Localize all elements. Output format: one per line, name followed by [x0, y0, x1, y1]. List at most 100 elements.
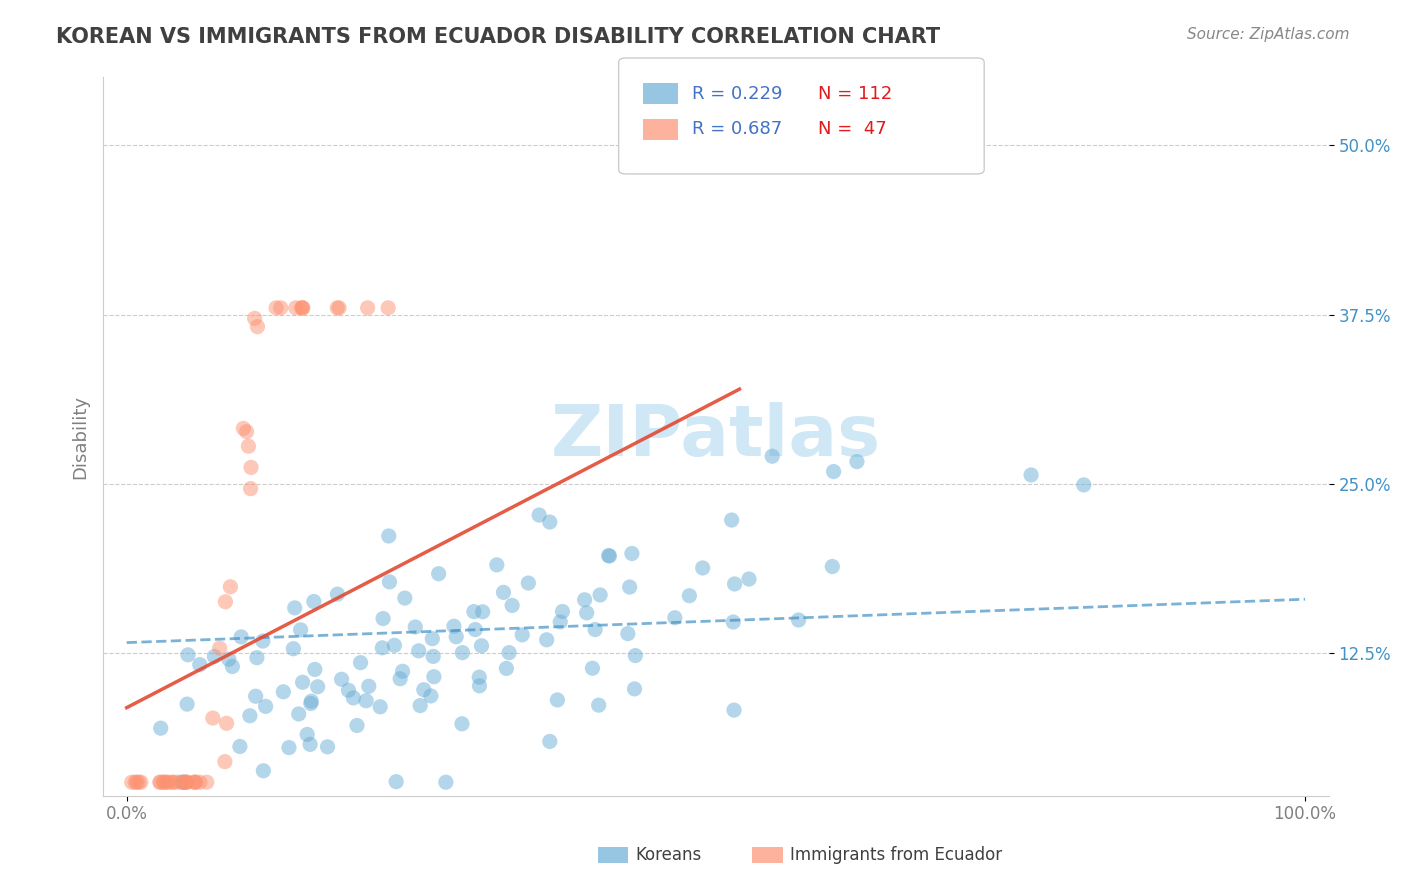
Immigrants from Ecuador — [201, 711, 224, 725]
Koreans — [172, 775, 194, 789]
Koreans — [252, 634, 274, 648]
Koreans — [378, 574, 401, 589]
Koreans — [692, 561, 714, 575]
Immigrants from Ecuador — [239, 482, 262, 496]
Koreans — [307, 680, 329, 694]
Koreans — [620, 547, 643, 561]
Immigrants from Ecuador — [183, 775, 205, 789]
Koreans — [495, 661, 517, 675]
Koreans — [177, 648, 200, 662]
Immigrants from Ecuador — [188, 775, 211, 789]
Koreans — [349, 656, 371, 670]
Immigrants from Ecuador — [128, 775, 150, 789]
Koreans — [720, 513, 742, 527]
Koreans — [291, 675, 314, 690]
Koreans — [412, 682, 434, 697]
Immigrants from Ecuador — [176, 775, 198, 789]
Koreans — [326, 587, 349, 601]
Koreans — [419, 689, 441, 703]
Koreans — [394, 591, 416, 605]
Text: Koreans: Koreans — [636, 847, 702, 864]
Koreans — [420, 632, 443, 646]
Koreans — [546, 693, 568, 707]
Immigrants from Ecuador — [174, 775, 197, 789]
Koreans — [617, 626, 640, 640]
Koreans — [451, 646, 474, 660]
Koreans — [527, 508, 550, 522]
Koreans — [295, 727, 318, 741]
Koreans — [761, 449, 783, 463]
Koreans — [723, 703, 745, 717]
Koreans — [574, 592, 596, 607]
Immigrants from Ecuador — [174, 775, 197, 789]
Koreans — [583, 623, 606, 637]
Koreans — [664, 611, 686, 625]
Immigrants from Ecuador — [240, 460, 263, 475]
Koreans — [738, 572, 761, 586]
Koreans — [538, 734, 561, 748]
Immigrants from Ecuador — [214, 755, 236, 769]
Immigrants from Ecuador — [129, 775, 152, 789]
Koreans — [408, 644, 430, 658]
Immigrants from Ecuador — [155, 775, 177, 789]
Koreans — [239, 708, 262, 723]
Koreans — [283, 641, 305, 656]
Text: ZIPatlas: ZIPatlas — [551, 402, 882, 471]
Koreans — [337, 683, 360, 698]
Text: N =  47: N = 47 — [818, 120, 887, 138]
Text: N = 112: N = 112 — [818, 85, 893, 103]
Immigrants from Ecuador — [238, 439, 260, 453]
Koreans — [404, 620, 426, 634]
Koreans — [536, 632, 558, 647]
Koreans — [619, 580, 641, 594]
Koreans — [723, 577, 745, 591]
Koreans — [427, 566, 450, 581]
Immigrants from Ecuador — [157, 775, 180, 789]
Immigrants from Ecuador — [326, 301, 349, 315]
Immigrants from Ecuador — [183, 775, 205, 789]
Text: R = 0.229: R = 0.229 — [692, 85, 782, 103]
Koreans — [845, 454, 868, 468]
Koreans — [423, 670, 446, 684]
Immigrants from Ecuador — [215, 716, 238, 731]
Koreans — [624, 648, 647, 663]
Koreans — [385, 774, 408, 789]
Y-axis label: Disability: Disability — [72, 394, 89, 479]
Koreans — [284, 600, 307, 615]
Koreans — [245, 690, 267, 704]
Koreans — [821, 559, 844, 574]
Immigrants from Ecuador — [162, 775, 184, 789]
Koreans — [254, 699, 277, 714]
Immigrants from Ecuador — [149, 775, 172, 789]
Immigrants from Ecuador — [124, 775, 146, 789]
Koreans — [471, 605, 494, 619]
Koreans — [787, 613, 810, 627]
Immigrants from Ecuador — [246, 319, 269, 334]
Koreans — [330, 673, 353, 687]
Koreans — [346, 718, 368, 732]
Koreans — [1019, 467, 1042, 482]
Immigrants from Ecuador — [264, 301, 287, 315]
Koreans — [823, 465, 845, 479]
Immigrants from Ecuador — [173, 775, 195, 789]
Koreans — [598, 549, 620, 563]
Koreans — [468, 670, 491, 684]
Immigrants from Ecuador — [149, 775, 172, 789]
Immigrants from Ecuador — [235, 425, 257, 439]
Koreans — [218, 652, 240, 666]
Koreans — [371, 611, 394, 625]
Koreans — [188, 657, 211, 672]
Koreans — [299, 697, 322, 711]
Immigrants from Ecuador — [377, 301, 399, 315]
Koreans — [389, 672, 412, 686]
Koreans — [316, 739, 339, 754]
Immigrants from Ecuador — [121, 775, 143, 789]
Immigrants from Ecuador — [219, 580, 242, 594]
Koreans — [589, 588, 612, 602]
Koreans — [354, 694, 377, 708]
Immigrants from Ecuador — [214, 595, 236, 609]
Koreans — [176, 697, 198, 711]
Koreans — [517, 576, 540, 591]
Koreans — [149, 721, 172, 735]
Koreans — [678, 589, 700, 603]
